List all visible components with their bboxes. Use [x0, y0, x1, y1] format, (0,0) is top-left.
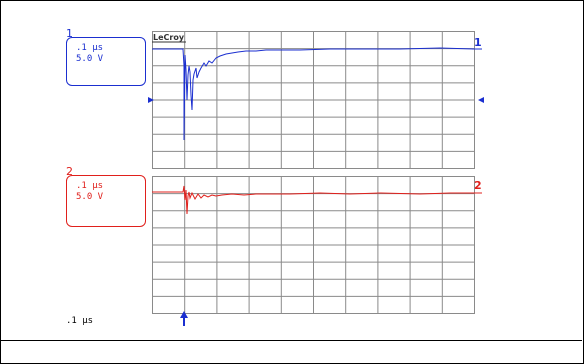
channel-2-volts-per-div: 5.0 V	[76, 192, 104, 202]
channel-1-timebase: .1 µs	[76, 43, 104, 53]
channel-2-label-box[interactable]: 2 .1 µs 5.0 V	[66, 166, 146, 227]
brand-logo: LeCroy	[153, 33, 185, 42]
level-arrow-left-icon	[148, 97, 154, 103]
channel-1-trace	[152, 47, 475, 141]
trigger-arrow-icon[interactable]	[180, 311, 188, 326]
level-arrow-right-icon	[478, 97, 484, 103]
channel-2-number: 2	[66, 165, 73, 178]
channel-1-label-box[interactable]: 1 .1 µs 5.0 V	[66, 28, 146, 86]
frame-divider	[0, 340, 582, 341]
channel-1-grid	[152, 31, 475, 169]
channel-2-trace-number: 2	[474, 179, 482, 192]
channel-1-number: 1	[66, 27, 73, 40]
footer-timebase: .1 µs	[66, 316, 94, 326]
channel-1-trace-number: 1	[474, 36, 482, 49]
channel-2-trace	[152, 185, 474, 215]
channel-1-volts-per-div: 5.0 V	[76, 54, 104, 64]
channel-2-timebase: .1 µs	[76, 181, 104, 191]
